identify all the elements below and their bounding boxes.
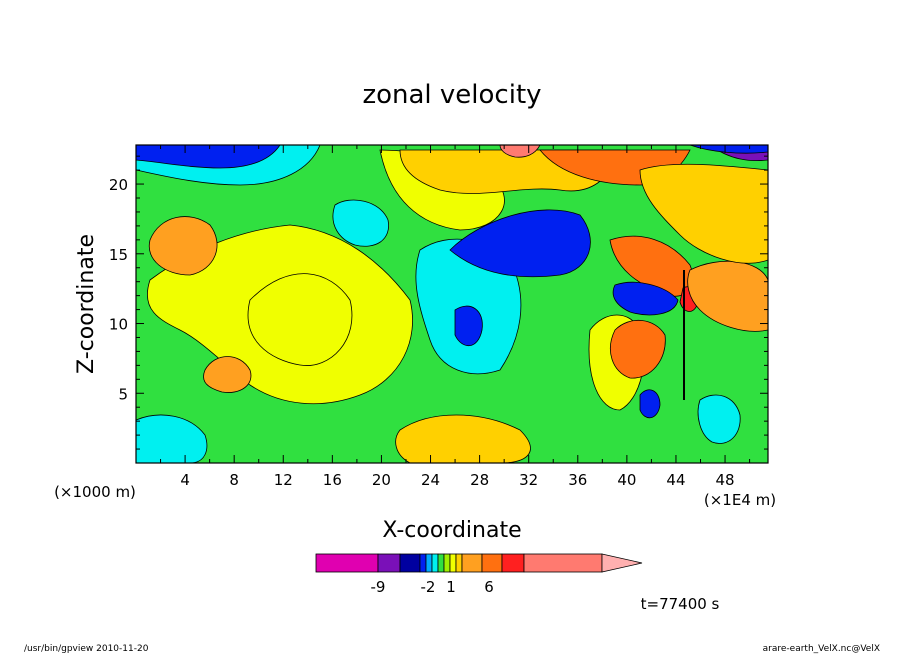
y-tick-label: 10 bbox=[109, 316, 128, 334]
x-tick-label: 32 bbox=[519, 471, 538, 489]
contour-field bbox=[136, 145, 768, 463]
colorbar-swatch bbox=[481, 553, 503, 573]
colorbar-swatch bbox=[431, 553, 439, 573]
contour-region-orange bbox=[395, 414, 531, 463]
x-tick-label: 8 bbox=[229, 471, 239, 489]
x-axis: 4 8 12 16 20 24 28 32 36 40 44 48 bbox=[160, 145, 751, 489]
colorbar-swatch bbox=[399, 553, 421, 573]
contour-region-yellow bbox=[639, 163, 768, 264]
footer-right: arare-earth_VelX.nc@VelX bbox=[763, 644, 880, 654]
colorbar-extend-arrow bbox=[601, 553, 643, 573]
colorbar-swatch bbox=[437, 553, 445, 573]
x-tick-label: 48 bbox=[716, 471, 735, 489]
y-tick-label: 15 bbox=[109, 246, 128, 264]
contour-region-blue bbox=[449, 209, 591, 278]
time-label: t=77400 s bbox=[641, 595, 720, 613]
colorbar-swatch bbox=[425, 553, 433, 573]
colorbar: -9 -2 1 6 bbox=[315, 553, 643, 596]
contour-region-blue bbox=[136, 145, 281, 169]
colorbar-tick-label: 1 bbox=[446, 578, 456, 596]
contour-region-cyan bbox=[697, 394, 741, 444]
x-unit-label: (×1E4 m) bbox=[704, 491, 776, 509]
y-axis-title: Z-coordinate bbox=[74, 234, 99, 374]
x-tick-label: 4 bbox=[180, 471, 190, 489]
colorbar-swatch bbox=[461, 553, 483, 573]
x-tick-label: 44 bbox=[666, 471, 685, 489]
contour-region-orange bbox=[148, 216, 218, 276]
colorbar-swatch bbox=[315, 553, 379, 573]
x-tick-label: 36 bbox=[568, 471, 587, 489]
x-tick-label: 12 bbox=[274, 471, 293, 489]
x-tick-label: 24 bbox=[421, 471, 440, 489]
contour-region-orange bbox=[610, 319, 666, 379]
colorbar-swatch bbox=[443, 553, 451, 573]
colorbar-swatch bbox=[419, 553, 427, 573]
contour-region-yellow bbox=[247, 273, 353, 366]
plot-frame bbox=[135, 144, 769, 464]
colorbar-swatch bbox=[449, 553, 457, 573]
colorbar-tick-label: -9 bbox=[371, 578, 386, 596]
x-tick-label: 16 bbox=[323, 471, 342, 489]
contour-region-orange bbox=[203, 356, 252, 393]
contour-region-blue bbox=[639, 389, 661, 419]
y-tick-label: 20 bbox=[109, 176, 128, 194]
colorbar-tick-label: -2 bbox=[421, 578, 436, 596]
y-axis: 5 10 15 20 bbox=[109, 155, 768, 450]
footer-left: /usr/bin/gpview 2010-11-20 bbox=[24, 644, 149, 654]
colorbar-tick-label: 6 bbox=[484, 578, 494, 596]
y-tick-label: 5 bbox=[118, 385, 128, 403]
chart-title: zonal velocity bbox=[362, 80, 541, 110]
contour-region-cyan bbox=[332, 199, 389, 247]
contour-region-blue bbox=[612, 281, 679, 316]
colorbar-swatch bbox=[501, 553, 525, 573]
x-tick-label: 40 bbox=[617, 471, 636, 489]
x-tick-label: 28 bbox=[470, 471, 489, 489]
colorbar-swatch bbox=[523, 553, 603, 573]
contour-region-light-red bbox=[499, 145, 541, 158]
colorbar-swatch bbox=[455, 553, 463, 573]
y-unit-label: (×1000 m) bbox=[54, 483, 136, 501]
colorbar-swatch bbox=[377, 553, 401, 573]
x-axis-title: X-coordinate bbox=[382, 518, 521, 543]
x-tick-label: 20 bbox=[372, 471, 391, 489]
contour-region-blue bbox=[454, 305, 483, 347]
